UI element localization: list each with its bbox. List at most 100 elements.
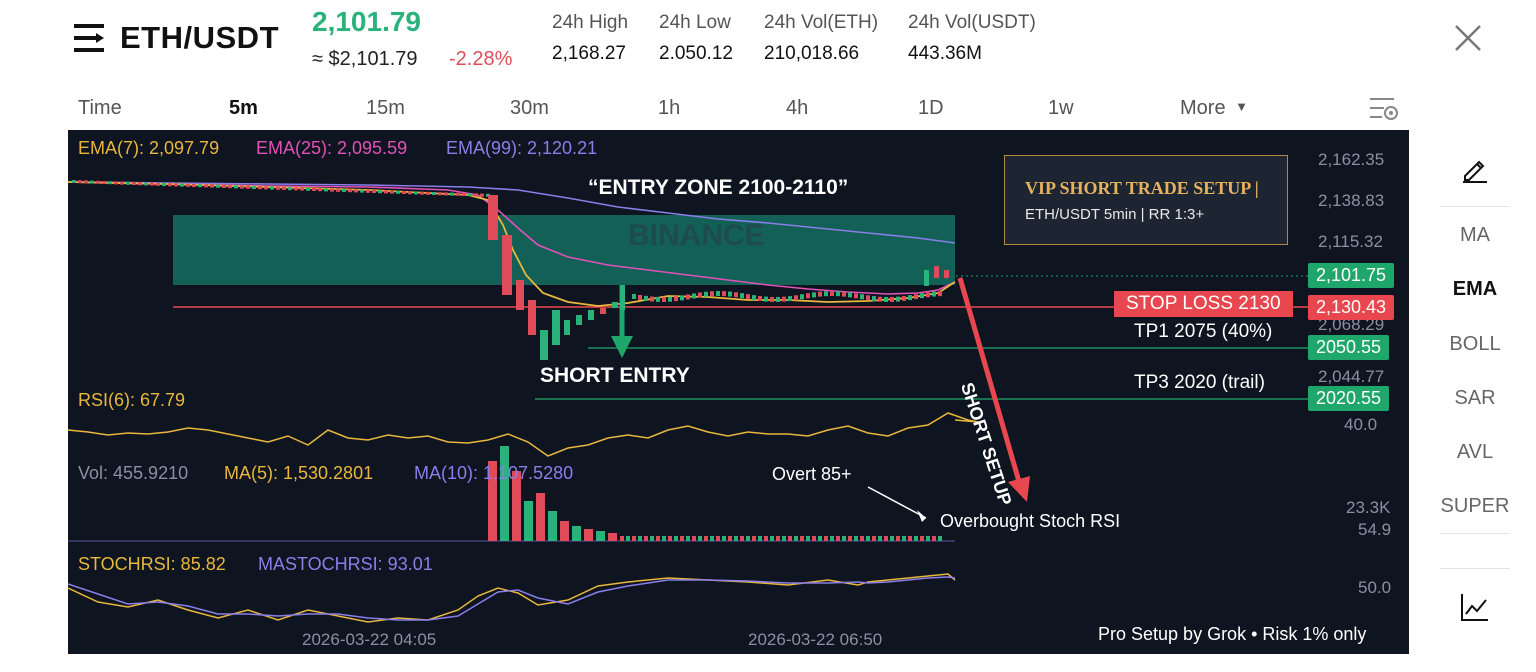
candle	[830, 291, 834, 297]
ema25-label: EMA(25): 2,095.59	[256, 138, 408, 158]
candle	[300, 187, 304, 191]
sidebar-item-ma[interactable]: MA	[1460, 224, 1490, 246]
tab-1d[interactable]: 1D	[918, 97, 944, 119]
candle	[378, 190, 382, 194]
candle	[884, 296, 888, 302]
ema7-label: EMA(7): 2,097.79	[78, 138, 220, 158]
candle	[782, 296, 786, 302]
sidebar-item-boll[interactable]: BOLL	[1449, 333, 1501, 355]
stat-24h-low-value: 2.050.12	[659, 43, 733, 64]
tab-15m[interactable]: 15m	[366, 97, 405, 119]
volume-bar	[932, 536, 936, 541]
short-entry-label: SHORT ENTRY	[530, 360, 700, 392]
volume-bar	[704, 536, 708, 541]
volume-bar	[830, 536, 834, 541]
tp3-price-tag: 2020.55	[1308, 386, 1390, 411]
tab-30m[interactable]: 30m	[510, 97, 549, 119]
ma10-label: MA(10): 1,107.5280	[414, 463, 574, 483]
candle	[114, 181, 118, 185]
candle	[72, 180, 76, 183]
volume-bar	[572, 526, 581, 541]
candle	[890, 296, 894, 302]
candle	[818, 291, 822, 297]
volume-bar	[776, 536, 780, 541]
candle	[246, 185, 250, 189]
candle	[150, 182, 154, 186]
candle	[438, 192, 442, 196]
candle	[638, 294, 642, 300]
volume-bar	[914, 536, 918, 541]
candle	[920, 293, 924, 299]
volume-bar	[716, 536, 720, 541]
volume-bar	[896, 536, 900, 541]
candle	[252, 186, 256, 189]
volume-bar	[536, 493, 545, 541]
candlestick-chart[interactable]: BINANCE EMA(7): 2,097.79 EMA(25)	[68, 130, 1409, 654]
line-chart-icon[interactable]	[1460, 592, 1490, 622]
candle	[564, 320, 570, 335]
candle	[806, 293, 810, 299]
short-entry-arrow	[611, 336, 633, 358]
menu-icon[interactable]	[74, 24, 106, 52]
candle	[528, 300, 536, 335]
candle	[210, 184, 214, 188]
volume-bar	[722, 536, 726, 541]
vol-axis-tick: 23.3K	[1346, 498, 1391, 517]
close-icon[interactable]	[1452, 22, 1484, 54]
candle	[348, 189, 352, 193]
candle	[710, 291, 714, 297]
tab-1w[interactable]: 1w	[1048, 97, 1074, 119]
rsi-axis-tick: 40.0	[1344, 415, 1378, 434]
candle	[108, 181, 112, 185]
candle	[444, 192, 448, 196]
candle	[488, 195, 498, 240]
sidebar-item-sar[interactable]: SAR	[1454, 387, 1496, 409]
tab-time[interactable]: Time	[78, 97, 122, 119]
candle	[282, 187, 286, 190]
volume-bar	[596, 531, 605, 541]
chart-settings-icon[interactable]	[1368, 95, 1400, 123]
tab-4h[interactable]: 4h	[786, 97, 809, 119]
pair-title[interactable]: ETH/USDT	[120, 20, 279, 55]
candle	[474, 193, 478, 197]
candle	[764, 296, 768, 302]
candle	[222, 185, 226, 188]
price-axis-tick: 2,138.83	[1318, 191, 1385, 210]
tab-1h[interactable]: 1h	[658, 97, 681, 119]
candle	[234, 185, 238, 189]
candle	[934, 266, 939, 278]
candle	[354, 189, 358, 193]
tab-5m[interactable]: 5m	[229, 97, 258, 119]
sidebar-item-super[interactable]: SUPER	[1440, 495, 1510, 517]
volume-bar	[938, 536, 942, 541]
candle	[836, 291, 840, 297]
volume-bar	[788, 536, 792, 541]
candle	[156, 182, 160, 186]
pencil-icon[interactable]	[1460, 154, 1490, 184]
entry-zone-box	[173, 215, 955, 285]
sidebar-item-avl[interactable]: AVL	[1456, 441, 1494, 463]
candle	[656, 296, 660, 302]
volume-bar	[728, 536, 732, 541]
candle	[716, 291, 720, 297]
candle	[330, 188, 334, 192]
ema25-line	[68, 181, 956, 295]
tab-more[interactable]: More ▼	[1180, 97, 1248, 120]
candle	[674, 296, 678, 302]
candle	[938, 291, 942, 297]
candle	[758, 295, 762, 301]
volume-bar	[650, 536, 654, 541]
overt-label: Overt 85+	[772, 464, 852, 484]
volume-bar	[548, 511, 557, 541]
volume-bar	[764, 536, 768, 541]
sidebar-item-ema[interactable]: EMA	[1452, 278, 1498, 300]
candle-layer	[72, 180, 949, 541]
candle	[680, 295, 684, 301]
volume-bar	[752, 536, 756, 541]
candle	[228, 185, 232, 189]
candle	[78, 180, 82, 184]
candle	[854, 293, 858, 299]
volume-bar	[806, 536, 810, 541]
candle	[132, 182, 136, 185]
candle	[366, 189, 370, 193]
